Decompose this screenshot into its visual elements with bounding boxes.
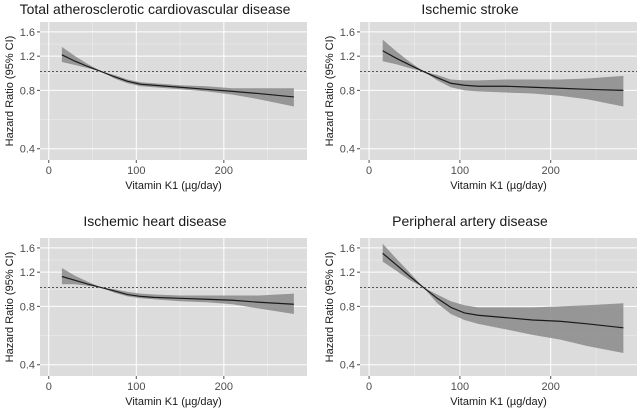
hazard-ratio-curve (382, 50, 624, 91)
y-tick-label: 0.8 (20, 301, 35, 313)
x-tick-label: 200 (542, 381, 560, 393)
panel-title: Peripheral artery disease (392, 213, 548, 229)
y-tick-label: 0.4 (20, 144, 35, 156)
y-tick-label: 0.4 (20, 360, 35, 372)
x-tick-label: 0 (366, 381, 372, 393)
x-tick-label: 200 (215, 165, 233, 177)
panel-3: 0.4 0.8 1.2 1.6 0 100 200 Ischemic heart diseas… (4, 213, 307, 408)
x-tick-label: 100 (127, 381, 145, 393)
panel-title: Ischemic stroke (421, 1, 518, 17)
y-axis-label: Hazard Ratio (95% CI) (324, 36, 336, 147)
x-axis-label: Vitamin K1 (µg/day) (450, 396, 547, 408)
hazard-ratio-curve (61, 275, 294, 305)
y-tick-label: 1.6 (20, 243, 35, 255)
y-tick-label: 1.2 (340, 51, 355, 63)
x-tick-label: 100 (127, 165, 145, 177)
x-axis-label: Vitamin K1 (µg/day) (125, 180, 222, 192)
y-tick-label: 0.8 (20, 85, 35, 97)
x-tick-label: 0 (46, 165, 52, 177)
y-tick-label: 1.2 (340, 267, 355, 279)
y-tick-label: 0.4 (340, 144, 355, 156)
hazard-ratio-curve (382, 252, 624, 329)
y-axis-label: Hazard Ratio (95% CI) (324, 252, 336, 363)
confidence-band (382, 39, 624, 107)
x-axis-label: Vitamin K1 (µg/day) (450, 180, 547, 192)
y-tick-label: 0.8 (340, 85, 355, 97)
x-tick-label: 0 (366, 165, 372, 177)
hazard-ratio-curve (61, 54, 294, 98)
panel-2: 0.4 0.8 1.2 1.6 0 100 200 Ischemic stroke Vitami… (324, 1, 637, 192)
x-tick-label: 100 (451, 381, 469, 393)
x-tick-label: 200 (215, 381, 233, 393)
x-tick-label: 100 (451, 165, 469, 177)
panel-4: 0.4 0.8 1.2 1.6 0 100 200 Peripheral artery dis… (324, 213, 637, 408)
x-axis-label: Vitamin K1 (µg/day) (125, 396, 222, 408)
panel-1: 0.4 0.8 1.2 1.6 0 100 200 Total atherosclerotic… (4, 1, 307, 192)
y-tick-label: 0.8 (340, 301, 355, 313)
y-tick-label: 1.6 (340, 27, 355, 39)
panel-title: Total atherosclerotic cardiovascular dis… (20, 1, 291, 17)
confidence-band (382, 243, 624, 353)
panel-title: Ischemic heart disease (83, 213, 226, 229)
x-tick-label: 200 (542, 165, 560, 177)
y-tick-label: 1.6 (20, 27, 35, 39)
x-tick-label: 0 (46, 381, 52, 393)
y-tick-label: 0.4 (340, 360, 355, 372)
y-tick-label: 1.6 (340, 243, 355, 255)
y-tick-label: 1.2 (20, 267, 35, 279)
y-tick-label: 1.2 (20, 51, 35, 63)
y-axis-label: Hazard Ratio (95% CI) (4, 252, 16, 363)
confidence-band (61, 268, 294, 315)
y-axis-label: Hazard Ratio (95% CI) (4, 36, 16, 147)
